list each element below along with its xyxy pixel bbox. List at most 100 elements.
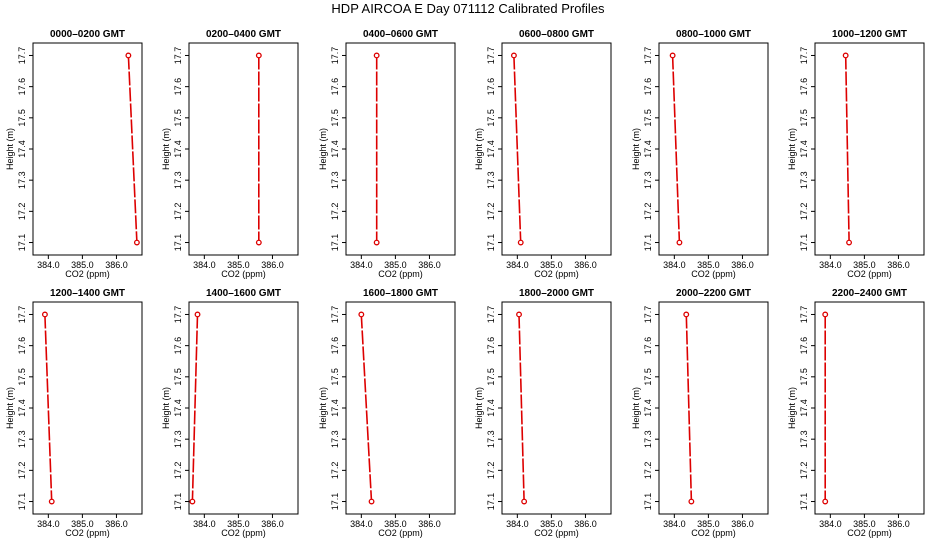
y-tick-label: 17.3	[173, 171, 183, 189]
x-tick-label: 384.0	[37, 519, 60, 529]
y-tick-label: 17.2	[173, 462, 183, 480]
data-point	[676, 239, 683, 246]
y-tick-label: 17.7	[643, 306, 653, 324]
y-tick-label: 17.2	[330, 203, 340, 221]
y-tick-label: 17.3	[173, 430, 183, 448]
y-axis-label: Height (m)	[318, 128, 328, 170]
y-axis-label: Height (m)	[161, 128, 171, 170]
y-tick-label: 17.2	[643, 462, 653, 480]
series-line	[685, 314, 693, 502]
y-tick-label: 17.1	[799, 493, 809, 511]
x-tick-label: 385.0	[227, 260, 250, 270]
y-tick-label: 17.5	[173, 368, 183, 386]
x-tick-label: 385.0	[227, 519, 250, 529]
y-tick-label: 17.1	[486, 234, 496, 252]
x-axis-label: CO2 (ppm)	[534, 528, 579, 538]
panel-title: 2000–2200 GMT	[676, 288, 751, 299]
x-axis-label: CO2 (ppm)	[378, 528, 423, 538]
y-tick-label: 17.6	[17, 337, 27, 355]
panel-title: 1800–2000 GMT	[519, 288, 594, 299]
series-line	[513, 55, 522, 243]
y-tick-label: 17.7	[17, 306, 27, 324]
y-tick-label: 17.3	[17, 430, 27, 448]
y-axis-label: Height (m)	[631, 128, 641, 170]
y-tick-label: 17.4	[799, 140, 809, 158]
y-tick-label: 17.2	[486, 203, 496, 221]
y-tick-label: 17.5	[486, 109, 496, 127]
plot-frame	[501, 42, 612, 256]
y-tick-label: 17.7	[799, 47, 809, 65]
data-point	[255, 239, 262, 246]
panel-title: 1400–1600 GMT	[206, 288, 281, 299]
x-tick-label: 386.0	[418, 519, 441, 529]
x-axis-label: CO2 (ppm)	[65, 269, 110, 279]
y-axis-label: Height (m)	[5, 128, 15, 170]
y-tick-label: 17.3	[330, 430, 340, 448]
data-point	[516, 311, 522, 318]
data-point	[41, 311, 48, 318]
y-tick-label: 17.2	[330, 462, 340, 480]
y-tick-label: 17.7	[330, 306, 340, 324]
y-tick-label: 17.6	[799, 78, 809, 96]
series-line	[44, 314, 53, 502]
y-tick-label: 17.4	[330, 140, 340, 158]
y-tick-label: 17.6	[173, 337, 183, 355]
x-tick-label: 384.0	[663, 519, 686, 529]
y-tick-label: 17.3	[643, 430, 653, 448]
data-point	[255, 52, 262, 59]
x-tick-label: 384.0	[506, 519, 529, 529]
data-point	[358, 311, 365, 318]
data-point	[822, 498, 829, 505]
y-tick-label: 17.5	[486, 368, 496, 386]
y-tick-label: 17.4	[486, 399, 496, 417]
data-point	[125, 52, 132, 59]
x-tick-label: 384.0	[350, 260, 373, 270]
x-axis-label: CO2 (ppm)	[65, 528, 110, 538]
x-tick-label: 385.0	[384, 519, 407, 529]
y-tick-label: 17.5	[643, 368, 653, 386]
x-tick-label: 386.0	[574, 519, 597, 529]
y-tick-label: 17.6	[330, 78, 340, 96]
y-tick-label: 17.7	[643, 47, 653, 65]
y-axis-label: Height (m)	[631, 387, 641, 429]
series-line	[360, 314, 373, 502]
x-tick-label: 386.0	[261, 519, 284, 529]
y-tick-label: 17.7	[17, 47, 27, 65]
y-tick-label: 17.1	[799, 234, 809, 252]
panel-title: 0600–0800 GMT	[519, 29, 594, 40]
x-tick-label: 386.0	[105, 519, 128, 529]
y-tick-label: 17.4	[330, 399, 340, 417]
x-tick-label: 384.0	[37, 260, 60, 270]
y-tick-label: 17.4	[486, 140, 496, 158]
x-axis-label: CO2 (ppm)	[378, 269, 423, 279]
x-axis-label: CO2 (ppm)	[221, 528, 266, 538]
y-axis-label: Height (m)	[161, 387, 171, 429]
data-point	[373, 239, 380, 246]
y-tick-label: 17.6	[17, 78, 27, 96]
y-axis-label: Height (m)	[318, 387, 328, 429]
y-tick-label: 17.3	[486, 430, 496, 448]
x-tick-label: 384.0	[193, 260, 216, 270]
y-tick-label: 17.4	[643, 140, 653, 158]
x-axis-label: CO2 (ppm)	[691, 269, 736, 279]
data-point	[373, 52, 380, 59]
y-tick-label: 17.2	[799, 203, 809, 221]
x-tick-label: 385.0	[71, 260, 94, 270]
y-tick-label: 17.1	[330, 234, 340, 252]
x-axis-label: CO2 (ppm)	[534, 269, 579, 279]
page-title: HDP AIRCOA E Day 071112 Calibrated Profi…	[331, 1, 605, 16]
y-tick-label: 17.3	[799, 430, 809, 448]
data-point	[683, 311, 690, 318]
y-tick-label: 17.4	[173, 399, 183, 417]
panel-title: 1200–1400 GMT	[50, 288, 125, 299]
y-tick-label: 17.3	[799, 171, 809, 189]
y-axis-label: Height (m)	[5, 387, 15, 429]
plot-frame	[32, 301, 143, 515]
x-axis-label: CO2 (ppm)	[847, 528, 892, 538]
y-tick-label: 17.6	[173, 78, 183, 96]
x-axis-label: CO2 (ppm)	[691, 528, 736, 538]
y-tick-label: 17.5	[799, 109, 809, 127]
y-tick-label: 17.1	[643, 234, 653, 252]
y-axis-label: Height (m)	[474, 128, 484, 170]
x-tick-label: 386.0	[261, 260, 284, 270]
